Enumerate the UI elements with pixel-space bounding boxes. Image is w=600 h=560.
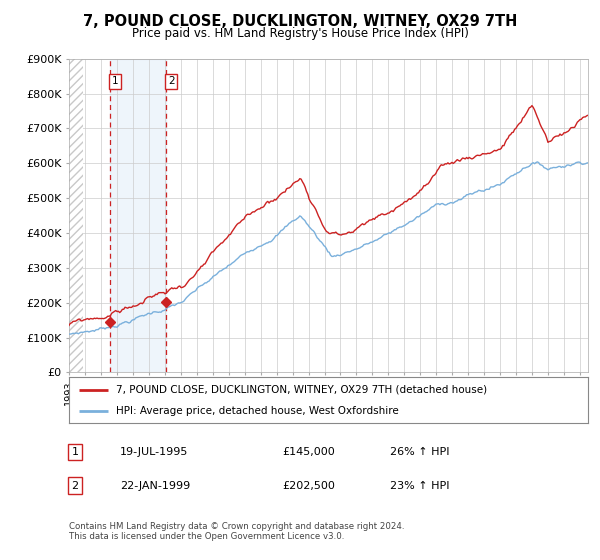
Text: Price paid vs. HM Land Registry's House Price Index (HPI): Price paid vs. HM Land Registry's House … (131, 27, 469, 40)
Bar (110, 59, 166, 372)
Text: 7, POUND CLOSE, DUCKLINGTON, WITNEY, OX29 7TH (detached house): 7, POUND CLOSE, DUCKLINGTON, WITNEY, OX2… (116, 385, 487, 395)
Text: 26% ↑ HPI: 26% ↑ HPI (390, 447, 449, 457)
Text: HPI: Average price, detached house, West Oxfordshire: HPI: Average price, detached house, West… (116, 407, 398, 416)
Text: 1: 1 (112, 77, 118, 86)
Text: 23% ↑ HPI: 23% ↑ HPI (390, 480, 449, 491)
Text: 2: 2 (168, 77, 175, 86)
Text: £202,500: £202,500 (282, 480, 335, 491)
Text: £145,000: £145,000 (282, 447, 335, 457)
Text: 19-JUL-1995: 19-JUL-1995 (120, 447, 188, 457)
Text: 7, POUND CLOSE, DUCKLINGTON, WITNEY, OX29 7TH: 7, POUND CLOSE, DUCKLINGTON, WITNEY, OX2… (83, 14, 517, 29)
Bar (69, 59, 83, 372)
Text: 1: 1 (71, 447, 79, 457)
Text: 22-JAN-1999: 22-JAN-1999 (120, 480, 190, 491)
Text: 2: 2 (71, 480, 79, 491)
Text: Contains HM Land Registry data © Crown copyright and database right 2024.
This d: Contains HM Land Registry data © Crown c… (69, 522, 404, 542)
